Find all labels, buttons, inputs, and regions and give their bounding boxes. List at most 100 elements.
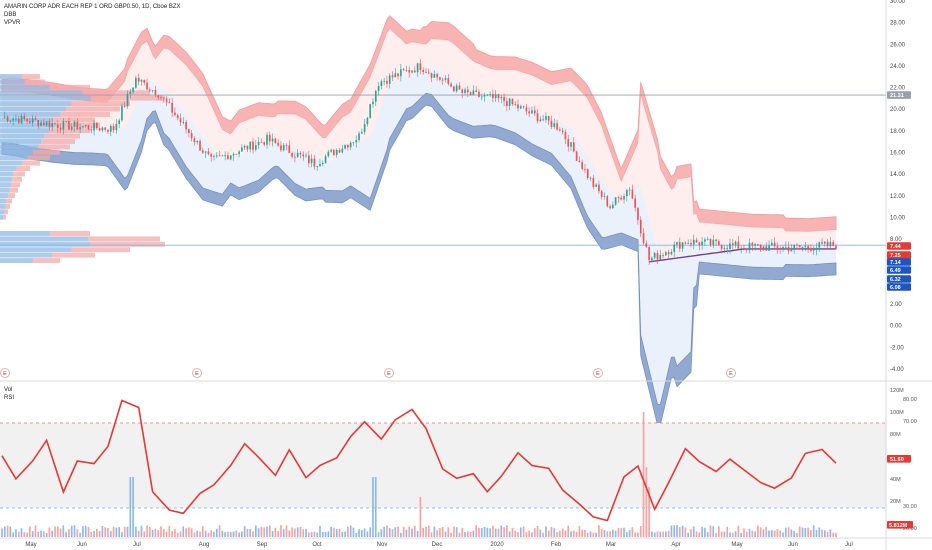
earnings-marker[interactable] — [384, 368, 394, 378]
volume-bar — [453, 526, 455, 537]
vpvr-up-bar — [0, 79, 25, 85]
volume-bar — [787, 527, 790, 537]
volume-bar — [37, 531, 40, 537]
candle — [324, 156, 327, 163]
volume-label[interactable]: Vol — [4, 387, 13, 393]
candle — [132, 87, 134, 92]
candle — [188, 129, 190, 134]
volume-bar — [807, 527, 809, 537]
candle — [525, 107, 528, 112]
candle — [123, 105, 126, 107]
volume-bar — [450, 532, 452, 537]
candle — [168, 102, 171, 104]
vpvr-down-bar — [24, 79, 45, 85]
volume-bar — [76, 529, 79, 537]
candle — [824, 241, 826, 244]
candle — [790, 248, 793, 252]
volume-bar — [321, 531, 324, 537]
volume-bar — [229, 532, 232, 537]
volume-bar — [673, 525, 676, 537]
candle — [771, 242, 773, 246]
earnings-marker[interactable] — [593, 368, 603, 378]
candle — [545, 116, 547, 120]
candle — [185, 122, 187, 130]
candle — [511, 98, 514, 105]
volume-bar — [90, 531, 93, 537]
vpvr-up-bar — [0, 139, 42, 144]
volume-bar — [291, 527, 293, 537]
candle — [570, 142, 572, 147]
candle — [508, 98, 511, 107]
candle — [9, 120, 12, 122]
vpvr-down-bar — [49, 231, 90, 236]
earnings-marker[interactable] — [192, 368, 202, 378]
volume-bar — [422, 527, 425, 537]
volume-bar — [765, 527, 768, 537]
candle — [190, 133, 193, 139]
candle — [235, 153, 238, 155]
volume-bar — [140, 525, 143, 537]
volume-bar — [54, 526, 56, 537]
volume-bar — [687, 532, 690, 537]
volume-tag-label: 5.812M — [889, 523, 908, 529]
volume-bar — [589, 531, 592, 537]
volume-bar — [358, 529, 360, 537]
volume-bar — [458, 532, 461, 537]
candle — [34, 118, 37, 121]
candle — [374, 90, 377, 102]
candle — [787, 246, 790, 252]
earnings-marker-label: E — [387, 371, 391, 377]
candle — [210, 154, 213, 157]
candle — [291, 153, 293, 157]
rsi-tick-label: 30.00 — [903, 504, 917, 510]
volume-bar — [692, 526, 695, 537]
vpvr-up-bar — [0, 236, 88, 242]
volume-bar — [631, 527, 634, 537]
candle — [821, 242, 823, 244]
volume-bar — [56, 526, 59, 537]
candle — [684, 242, 687, 244]
volume-bar — [617, 527, 620, 537]
vpvr-up-bar — [0, 214, 4, 220]
candle — [165, 98, 168, 103]
earnings-marker[interactable] — [0, 368, 10, 378]
volume-bar — [82, 526, 84, 537]
price-tick-label: 10.00 — [890, 215, 906, 221]
indicator-vpvr-label[interactable]: VPVR — [4, 20, 21, 26]
price-tag — [887, 283, 911, 291]
candle — [436, 73, 438, 78]
volume-bar — [188, 527, 190, 537]
volume-bar — [171, 531, 173, 537]
volume-bar — [165, 531, 168, 537]
volume-bar — [112, 526, 115, 537]
earnings-marker[interactable] — [726, 368, 736, 378]
vpvr-up-bar — [0, 203, 6, 209]
volume-bar — [648, 487, 650, 537]
candle — [698, 242, 701, 246]
volume-bar — [182, 526, 185, 537]
price-tag — [887, 251, 911, 259]
volume-bar — [731, 532, 734, 537]
candle — [639, 219, 642, 234]
volume-tick-label: 80M — [890, 432, 901, 438]
candle — [207, 151, 210, 155]
time-axis-label: Dec — [432, 542, 443, 548]
volume-bar — [676, 525, 678, 537]
time-axis-label: May — [25, 542, 36, 548]
volume-bar — [87, 526, 90, 537]
candle — [358, 133, 360, 140]
candle — [572, 142, 575, 152]
indicator-dbb-label[interactable]: DBB — [4, 12, 17, 18]
volume-bar — [678, 527, 681, 537]
candle — [475, 90, 478, 92]
price-tick-label: 26.00 — [890, 42, 906, 48]
rsi-label[interactable]: RSI — [4, 395, 15, 401]
candle — [12, 118, 14, 121]
volume-rsi-pane[interactable] — [0, 399, 886, 538]
volume-bar — [411, 528, 413, 537]
volume-bar — [455, 527, 458, 537]
candle — [338, 149, 341, 153]
candle — [154, 89, 157, 96]
volume-bar — [388, 528, 391, 537]
